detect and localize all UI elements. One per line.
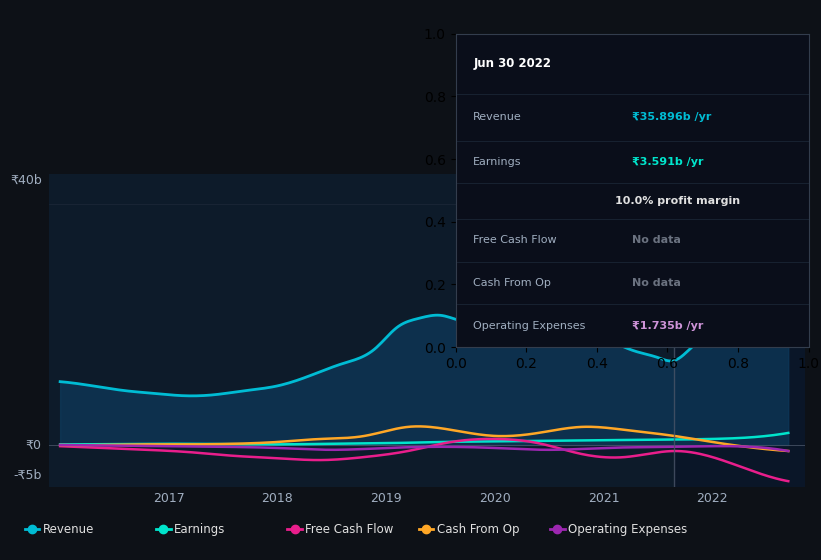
Text: Free Cash Flow: Free Cash Flow <box>474 235 557 245</box>
Text: -₹5b: -₹5b <box>13 469 42 482</box>
Text: Revenue: Revenue <box>474 113 522 122</box>
Text: No data: No data <box>632 235 681 245</box>
Text: Operating Expenses: Operating Expenses <box>474 321 585 331</box>
Bar <box>674 174 815 487</box>
Text: ₹35.896b /yr: ₹35.896b /yr <box>632 113 712 122</box>
Text: Jun 30 2022: Jun 30 2022 <box>474 57 552 71</box>
Text: Cash From Op: Cash From Op <box>437 522 519 536</box>
Text: ₹1.735b /yr: ₹1.735b /yr <box>632 321 704 331</box>
Text: ₹3.591b /yr: ₹3.591b /yr <box>632 157 704 167</box>
Text: ₹40b: ₹40b <box>10 174 42 186</box>
Text: No data: No data <box>632 278 681 288</box>
Text: Revenue: Revenue <box>43 522 94 536</box>
Text: ₹0: ₹0 <box>25 438 42 451</box>
Text: Operating Expenses: Operating Expenses <box>568 522 687 536</box>
Text: Earnings: Earnings <box>174 522 226 536</box>
Text: Cash From Op: Cash From Op <box>474 278 551 288</box>
Text: Earnings: Earnings <box>474 157 522 167</box>
Text: Free Cash Flow: Free Cash Flow <box>305 522 394 536</box>
Text: 10.0% profit margin: 10.0% profit margin <box>615 196 740 206</box>
